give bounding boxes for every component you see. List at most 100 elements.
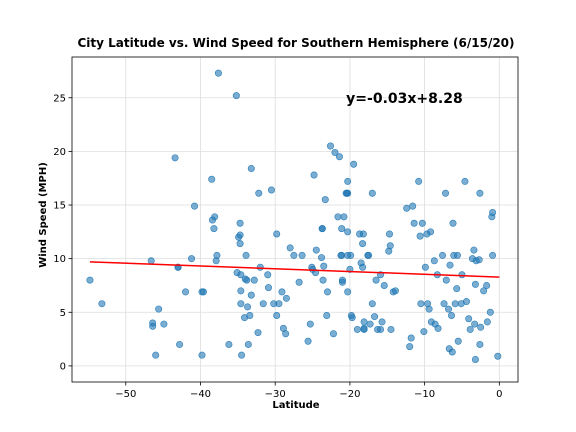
data-point [415, 177, 423, 185]
data-point [446, 261, 454, 269]
data-point [282, 330, 290, 338]
data-point [471, 320, 479, 328]
data-point [430, 257, 438, 265]
data-point [360, 318, 368, 326]
data-point [417, 300, 425, 308]
y-tick-label: 0 [60, 361, 66, 372]
x-tick-label: −50 [115, 389, 136, 400]
data-point [210, 225, 218, 233]
data-point [242, 251, 250, 259]
data-point [278, 288, 286, 296]
data-point [340, 213, 348, 221]
data-point [353, 325, 361, 333]
data-point [275, 300, 283, 308]
data-point [255, 189, 263, 197]
data-point [338, 225, 346, 233]
data-point [236, 240, 244, 248]
regression-line [89, 261, 500, 278]
data-point [462, 298, 470, 306]
data-point [442, 189, 450, 197]
data-point [310, 171, 318, 179]
data-point [282, 294, 290, 302]
data-point [298, 251, 306, 259]
data-point [176, 340, 184, 348]
data-point [407, 334, 415, 342]
data-point [386, 230, 394, 238]
data-point [264, 284, 272, 292]
data-point [483, 281, 491, 289]
data-point [461, 177, 469, 185]
data-point [198, 351, 206, 359]
data-point [323, 311, 331, 319]
data-point [359, 240, 367, 248]
data-point [475, 256, 483, 264]
data-point [86, 276, 94, 284]
data-point [442, 276, 450, 284]
data-point [434, 324, 442, 332]
data-point [267, 186, 275, 194]
data-point [244, 340, 252, 348]
data-point [171, 154, 179, 162]
data-point [149, 322, 157, 330]
data-point [264, 271, 272, 279]
x-axis-ticks: −50 −40 −30 −20 −10 0 [115, 382, 503, 400]
data-point [477, 323, 485, 331]
x-tick-label: 0 [496, 389, 502, 400]
data-point [191, 202, 199, 210]
data-point [147, 257, 155, 265]
data-point [199, 288, 207, 296]
data-point [366, 320, 374, 328]
data-point [335, 153, 343, 161]
chart-title: City Latitude vs. Wind Speed for Souther… [77, 36, 514, 50]
data-point [236, 231, 244, 239]
regression-equation: y=-0.03x+8.28 [346, 91, 463, 107]
data-point [439, 251, 447, 259]
data-point [465, 315, 473, 323]
data-point [466, 325, 474, 333]
data-point [486, 308, 494, 316]
data-point [344, 177, 352, 185]
data-point [246, 311, 254, 319]
data-point [338, 276, 346, 284]
y-axis-label: Wind Speed (MPH) [38, 162, 49, 268]
data-point [273, 230, 281, 238]
data-point [409, 202, 417, 210]
data-point [323, 288, 331, 296]
y-tick-label: 10 [53, 254, 66, 265]
data-point [338, 251, 346, 259]
data-point [377, 325, 385, 333]
x-tick-label: −20 [339, 389, 360, 400]
x-tick-label: −30 [265, 389, 286, 400]
data-point [418, 219, 426, 227]
data-point [420, 328, 428, 336]
data-point [421, 263, 429, 271]
data-point [250, 276, 258, 284]
data-point [471, 280, 479, 288]
data-point [306, 320, 314, 328]
data-point [471, 355, 479, 363]
data-point [494, 352, 502, 360]
x-tick-label: −40 [190, 389, 211, 400]
data-point [304, 337, 312, 345]
data-point [406, 343, 414, 351]
data-point [237, 271, 245, 279]
data-point [213, 251, 221, 259]
x-axis-label: Latitude [272, 400, 319, 411]
x-tick-label: −10 [414, 389, 435, 400]
data-point [259, 300, 267, 308]
data-point [403, 204, 411, 212]
data-point [425, 305, 433, 313]
data-point [476, 189, 484, 197]
plot-frame [71, 56, 519, 383]
data-point [98, 300, 106, 308]
data-point [448, 348, 456, 356]
data-point [359, 263, 367, 271]
data-point [458, 271, 466, 279]
data-point [214, 69, 222, 77]
data-point [344, 189, 352, 197]
data-point [152, 351, 160, 359]
data-point [320, 262, 328, 270]
data-point [359, 230, 367, 238]
